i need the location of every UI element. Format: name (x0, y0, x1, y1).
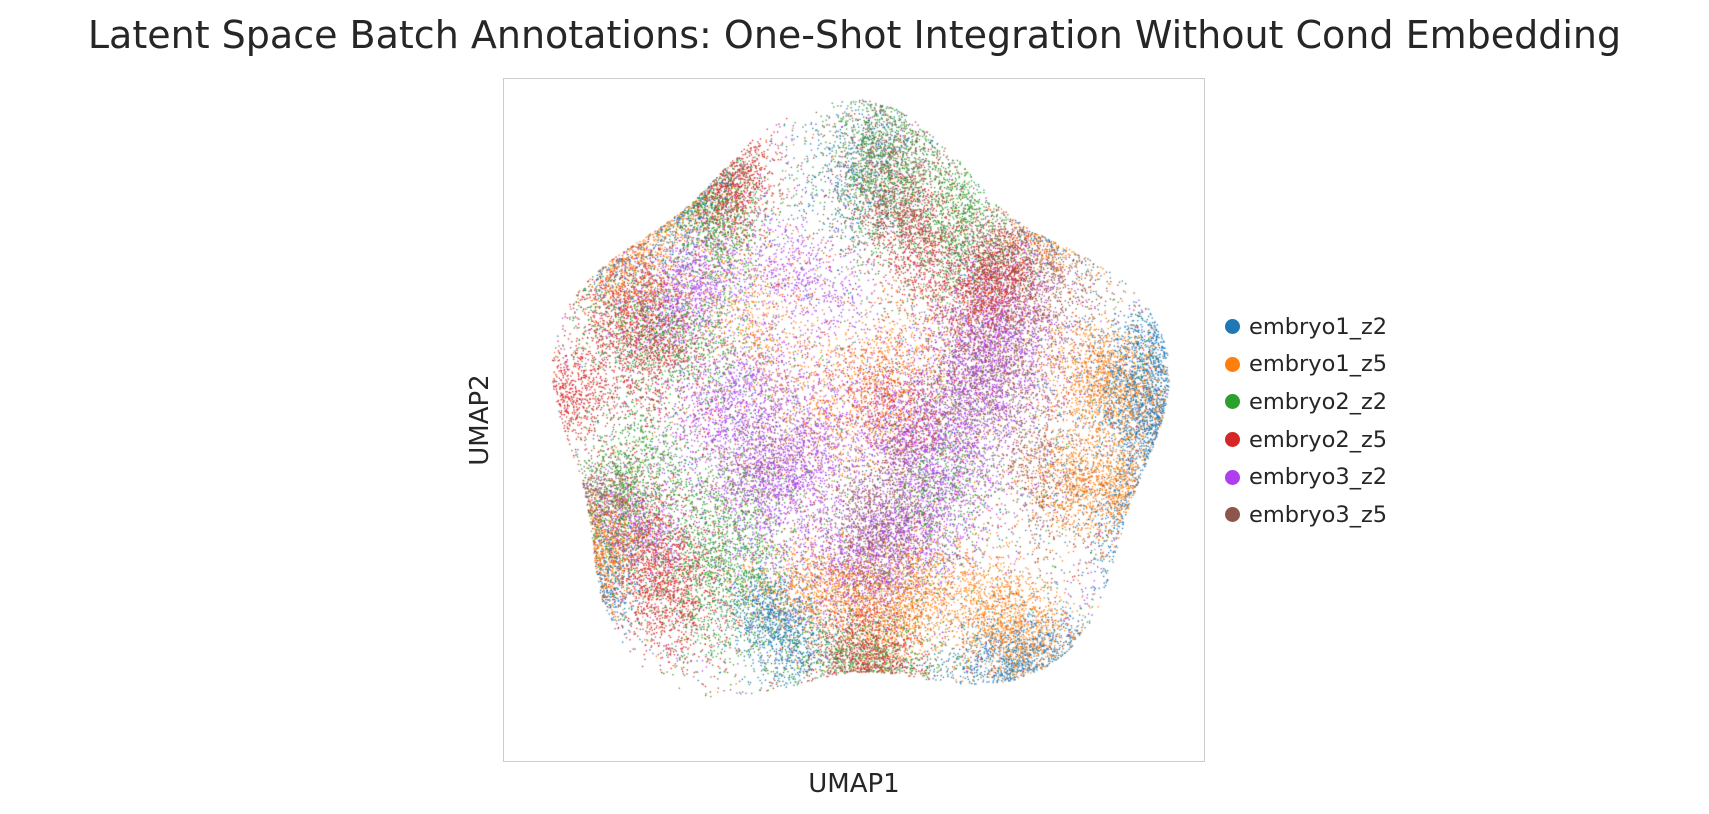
legend-label: embryo2_z5 (1249, 426, 1388, 453)
scatter-points (504, 79, 1203, 760)
legend-item-embryo2-z2: embryo2_z2 (1225, 383, 1387, 421)
legend-marker (1225, 507, 1240, 523)
x-axis-label: UMAP1 (808, 769, 900, 799)
legend-item-embryo1-z5: embryo1_z5 (1225, 346, 1387, 384)
legend-item-embryo2-z5: embryo2_z5 (1225, 421, 1387, 459)
legend-item-embryo3-z2: embryo3_z2 (1225, 458, 1387, 496)
legend-marker (1225, 432, 1240, 448)
legend-label: embryo3_z2 (1249, 464, 1388, 491)
legend-label: embryo1_z5 (1249, 351, 1388, 378)
chart-title: Latent Space Batch Annotations: One-Shot… (87, 13, 1622, 57)
legend-item-embryo1-z2: embryo1_z2 (1225, 308, 1387, 346)
legend: embryo1_z2 embryo1_z5 embryo2_z2 embryo2… (1225, 308, 1387, 534)
legend-label: embryo1_z2 (1249, 313, 1388, 340)
legend-marker (1225, 394, 1240, 410)
y-axis-label: UMAP2 (465, 374, 495, 466)
legend-marker (1225, 319, 1240, 335)
legend-marker (1225, 469, 1240, 485)
legend-label: embryo2_z2 (1249, 388, 1388, 415)
legend-label: embryo3_z5 (1249, 501, 1388, 528)
legend-item-embryo3-z5: embryo3_z5 (1225, 496, 1387, 534)
legend-marker (1225, 356, 1240, 372)
plot-area (503, 78, 1205, 762)
